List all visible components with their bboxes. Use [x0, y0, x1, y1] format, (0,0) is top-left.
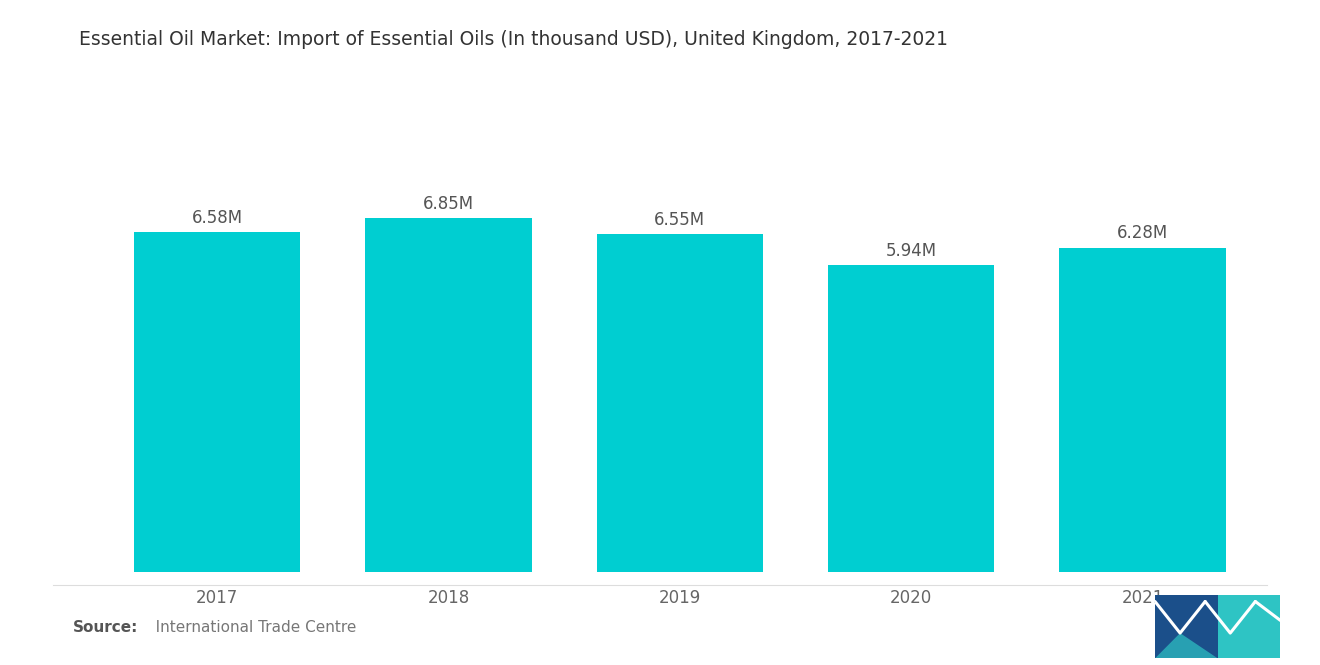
- Text: International Trade Centre: International Trade Centre: [141, 620, 356, 635]
- Bar: [828, 265, 994, 572]
- Text: Source:: Source:: [73, 620, 139, 635]
- Text: 6.58M: 6.58M: [191, 209, 243, 227]
- Text: 6.55M: 6.55M: [655, 211, 705, 229]
- Text: 6.28M: 6.28M: [1117, 225, 1168, 243]
- Bar: [597, 233, 763, 572]
- Text: 5.94M: 5.94M: [886, 242, 937, 260]
- Polygon shape: [1155, 595, 1217, 658]
- Bar: [1059, 247, 1226, 572]
- Bar: [133, 232, 301, 572]
- Bar: [366, 218, 532, 572]
- Polygon shape: [1217, 595, 1280, 658]
- Text: Essential Oil Market: Import of Essential Oils (In thousand USD), United Kingdom: Essential Oil Market: Import of Essentia…: [79, 30, 948, 49]
- Polygon shape: [1155, 633, 1217, 658]
- Text: 6.85M: 6.85M: [422, 195, 474, 213]
